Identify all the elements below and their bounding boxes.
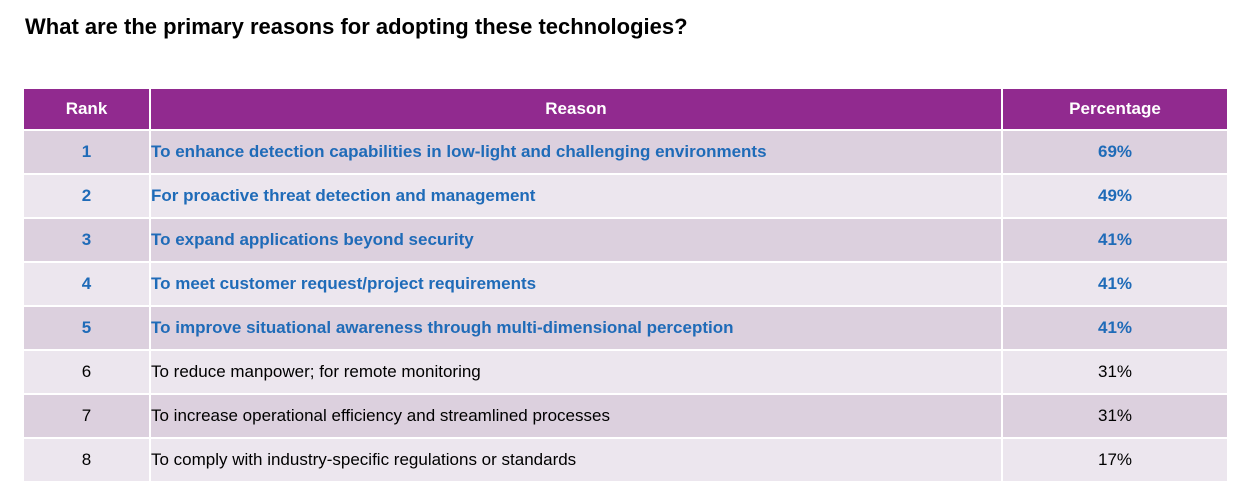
cell-rank: 6 — [24, 350, 151, 395]
table-row: 1 To enhance detection capabilities in lo… — [24, 130, 1227, 175]
cell-percentage: 31% — [1002, 394, 1227, 439]
cell-reason: To enhance detection capabilities in low… — [150, 130, 1003, 175]
table-row: 6 To reduce manpower; for remote monitori… — [24, 350, 1227, 395]
table-body: 1 To enhance detection capabilities in lo… — [24, 130, 1227, 483]
table-row: 7 To increase operational efficiency and … — [24, 394, 1227, 439]
column-header-percentage: Percentage — [1002, 89, 1227, 131]
cell-percentage: 41% — [1002, 218, 1227, 263]
cell-rank: 7 — [24, 394, 151, 439]
cell-rank: 4 — [24, 262, 151, 307]
table-row: 3 To expand applications beyond security 4… — [24, 218, 1227, 263]
cell-percentage: 69% — [1002, 130, 1227, 175]
cell-percentage: 41% — [1002, 262, 1227, 307]
cell-reason: To meet customer request/project require… — [150, 262, 1003, 307]
table-row: 5 To improve situational awareness throug… — [24, 306, 1227, 351]
cell-reason: To comply with industry-specific regulat… — [150, 438, 1003, 483]
cell-rank: 5 — [24, 306, 151, 351]
cell-reason: For proactive threat detection and manag… — [150, 174, 1003, 219]
cell-percentage: 41% — [1002, 306, 1227, 351]
cell-percentage: 49% — [1002, 174, 1227, 219]
table-row: 2 For proactive threat detection and mana… — [24, 174, 1227, 219]
page-title: What are the primary reasons for adoptin… — [25, 14, 688, 39]
table-row: 4 To meet customer request/project requir… — [24, 262, 1227, 307]
cell-rank: 2 — [24, 174, 151, 219]
cell-reason: To expand applications beyond security — [150, 218, 1003, 263]
cell-reason: To reduce manpower; for remote monitorin… — [150, 350, 1003, 395]
table-row: 8 To comply with industry-specific regula… — [24, 438, 1227, 483]
cell-percentage: 17% — [1002, 438, 1227, 483]
column-header-rank: Rank — [24, 89, 151, 131]
cell-reason: To improve situational awareness through… — [150, 306, 1003, 351]
cell-percentage: 31% — [1002, 350, 1227, 395]
cell-rank: 8 — [24, 438, 151, 483]
column-header-reason: Reason — [150, 89, 1003, 131]
cell-rank: 1 — [24, 130, 151, 175]
table-header-row: Rank Reason Percentage — [24, 89, 1227, 131]
reasons-table: Rank Reason Percentage 1 To enhance detec… — [24, 89, 1227, 483]
cell-rank: 3 — [24, 218, 151, 263]
cell-reason: To increase operational efficiency and s… — [150, 394, 1003, 439]
